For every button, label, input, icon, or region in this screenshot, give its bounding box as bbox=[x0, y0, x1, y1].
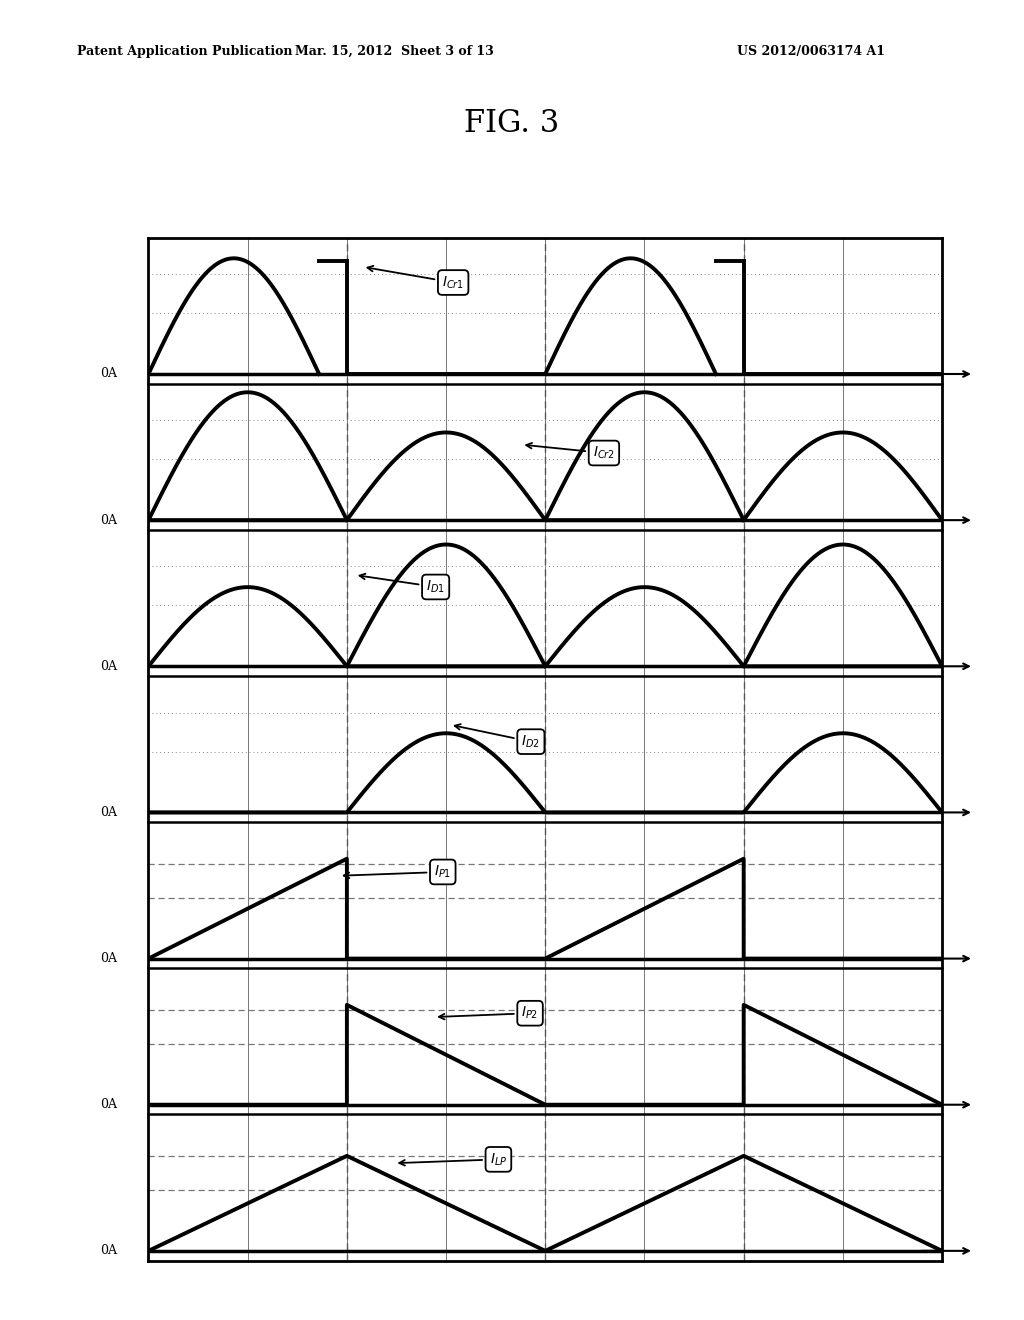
Text: 0A: 0A bbox=[99, 1098, 117, 1111]
Text: 0A: 0A bbox=[99, 807, 117, 818]
Text: $I_{P1}$: $I_{P1}$ bbox=[344, 863, 452, 880]
Text: 0A: 0A bbox=[99, 1245, 117, 1258]
Text: $I_{D2}$: $I_{D2}$ bbox=[455, 725, 541, 750]
Text: Mar. 15, 2012  Sheet 3 of 13: Mar. 15, 2012 Sheet 3 of 13 bbox=[295, 45, 494, 58]
Text: $I_{Cr1}$: $I_{Cr1}$ bbox=[368, 265, 464, 290]
Text: $I_{LP}$: $I_{LP}$ bbox=[399, 1151, 507, 1168]
Text: 0A: 0A bbox=[99, 952, 117, 965]
Text: Patent Application Publication: Patent Application Publication bbox=[77, 45, 292, 58]
Text: $I_{Cr2}$: $I_{Cr2}$ bbox=[526, 444, 615, 461]
Text: $I_{D1}$: $I_{D1}$ bbox=[359, 574, 445, 595]
Text: $I_{P2}$: $I_{P2}$ bbox=[439, 1005, 539, 1022]
Text: FIG. 3: FIG. 3 bbox=[464, 108, 560, 139]
Text: 0A: 0A bbox=[99, 513, 117, 527]
Text: 0A: 0A bbox=[99, 367, 117, 380]
Text: US 2012/0063174 A1: US 2012/0063174 A1 bbox=[737, 45, 886, 58]
Text: 0A: 0A bbox=[99, 660, 117, 673]
